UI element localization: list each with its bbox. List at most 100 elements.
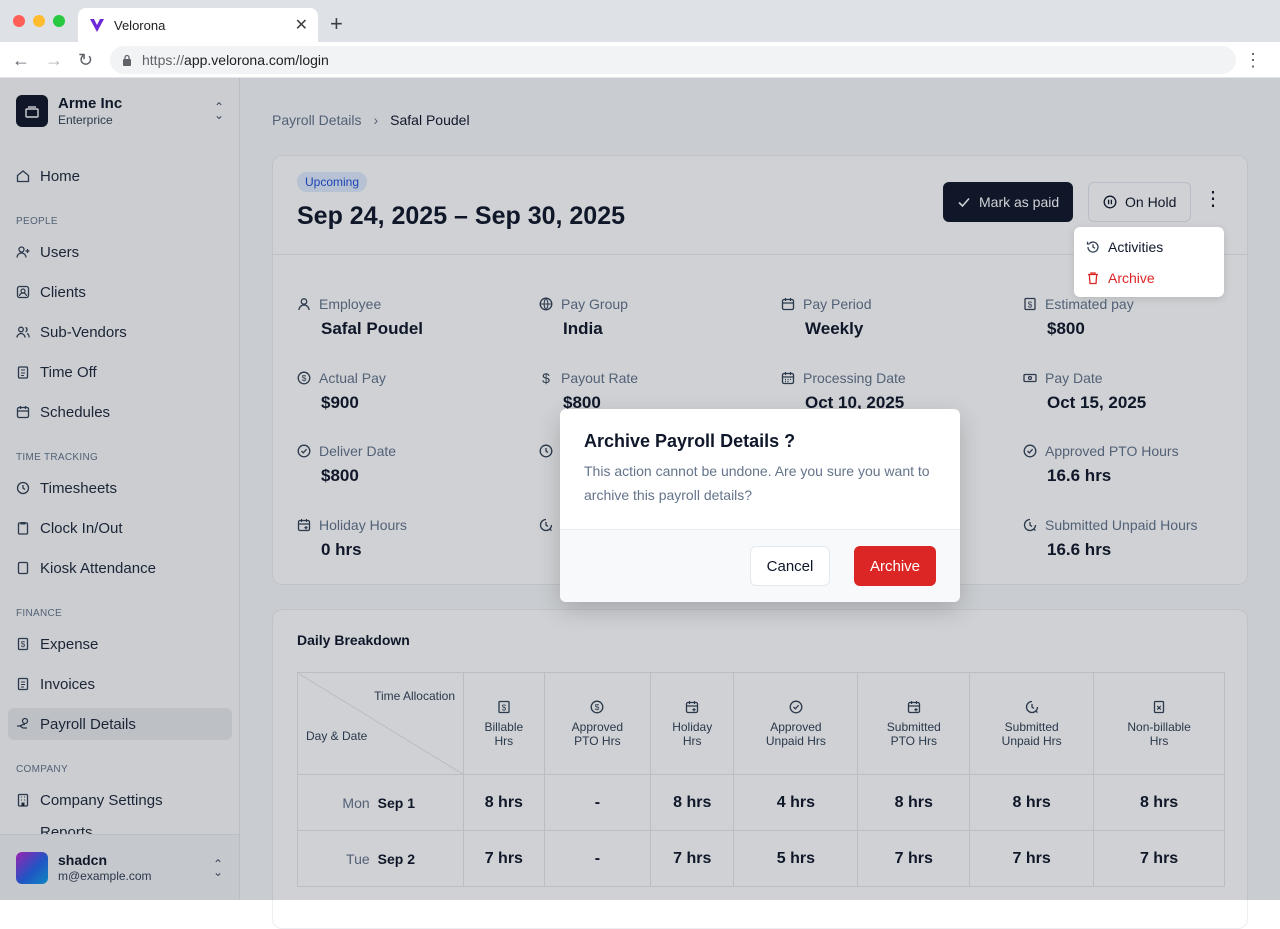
- column-label: Submitted: [886, 719, 941, 734]
- hand-coins-icon: [17, 717, 29, 729]
- velorona-logo-icon: [90, 19, 104, 32]
- lock-icon: [123, 54, 131, 66]
- dollar-circle-icon: $: [590, 700, 604, 713]
- user-plus-icon: [16, 246, 30, 258]
- svg-text:$: $: [502, 703, 507, 712]
- detail-label: Estimated pay: [1045, 296, 1134, 312]
- detail-pay-date: Pay Date Oct 15, 2025: [1023, 369, 1243, 413]
- menu-item-label: Activities: [1108, 238, 1164, 255]
- new-tab-button[interactable]: +: [330, 11, 343, 36]
- day-name: Mon: [342, 794, 370, 811]
- pause-circle-icon: [1103, 195, 1117, 209]
- sidebar-item-label: Schedules: [40, 403, 111, 421]
- user-menu[interactable]: shadcn m@example.com ⌃ ⌄: [0, 834, 239, 900]
- more-actions-menu: Activities Archive: [1074, 227, 1224, 297]
- table-cell: 8 hrs: [650, 774, 735, 831]
- org-logo-icon: [16, 95, 48, 127]
- divider: [273, 254, 1249, 255]
- sidebar-item-time-off[interactable]: Time Off: [8, 356, 232, 388]
- detail-value: Oct 10, 2025: [805, 393, 905, 412]
- sidebar-item-home[interactable]: Home: [8, 160, 232, 192]
- sidebar-item-kiosk-attendance[interactable]: Kiosk Attendance: [8, 552, 232, 584]
- window-maximize-button[interactable]: [53, 15, 65, 27]
- section-company: COMPANY: [16, 764, 68, 775]
- section-time-tracking: TIME TRACKING: [16, 452, 99, 463]
- calendar-icon: [781, 298, 795, 311]
- sidebar-item-invoices[interactable]: Invoices: [8, 668, 232, 700]
- detail-value: $900: [321, 393, 359, 412]
- detail-estimated-pay: $ Estimated pay $800: [1023, 295, 1243, 339]
- table-cell: 7 hrs: [857, 830, 971, 887]
- breadcrumb-parent[interactable]: Payroll Details: [272, 112, 362, 128]
- sidebar-item-label: Payroll Details: [40, 715, 136, 733]
- detail-value: 0 hrs: [321, 540, 362, 559]
- breadcrumb-current: Safal Poudel: [390, 112, 470, 128]
- menu-item-archive[interactable]: Archive: [1074, 262, 1224, 293]
- sidebar-item-expense[interactable]: $ Expense: [8, 628, 232, 660]
- column-header-billable: $ Billable Hrs: [463, 672, 545, 775]
- menu-item-activities[interactable]: Activities: [1074, 231, 1224, 262]
- sidebar-item-label: Company Settings: [40, 791, 163, 809]
- table-cell: 8 hrs: [1093, 774, 1225, 831]
- sidebar-item-payroll-details[interactable]: Payroll Details: [8, 708, 232, 740]
- browser-menu-icon[interactable]: ⋮: [1244, 50, 1262, 70]
- table-cell: -: [543, 830, 652, 887]
- day-date: Sep 2: [377, 850, 415, 867]
- day-name: Tue: [346, 850, 370, 867]
- sidebar-item-label: Clock In/Out: [40, 519, 123, 537]
- table-cell: 8 hrs: [857, 774, 971, 831]
- page-title: Sep 24, 2025 – Sep 30, 2025: [297, 202, 626, 230]
- detail-holiday-hours: Holiday Hours 0 hrs: [297, 516, 517, 560]
- sidebar-item-schedules[interactable]: Schedules: [8, 396, 232, 428]
- dialog-title: Archive Payroll Details ?: [584, 431, 796, 451]
- detail-value: 16.6 hrs: [1047, 466, 1112, 485]
- detail-label: Pay Group: [561, 296, 628, 312]
- sidebar-item-users[interactable]: Users: [8, 236, 232, 268]
- detail-pay-period: Pay Period Weekly: [781, 295, 1001, 339]
- daily-breakdown-table: Time Allocation Day & Date $ Billable Hrs…: [297, 672, 1225, 887]
- reload-icon[interactable]: ↻: [78, 50, 94, 70]
- forward-icon[interactable]: →: [45, 50, 63, 70]
- org-switcher[interactable]: Arme Inc Enterprice ⌃ ⌄: [16, 94, 224, 128]
- detail-label: Deliver Date: [319, 443, 397, 459]
- window-close-button[interactable]: [13, 15, 25, 27]
- sidebar-item-sub-vendors[interactable]: Sub-Vendors: [8, 316, 232, 348]
- sidebar-item-clients[interactable]: Clients: [8, 276, 232, 308]
- browser-tab[interactable]: Velorona ✕: [78, 8, 318, 42]
- clock-arrow-icon: [1025, 700, 1038, 713]
- check-circle-icon: [1023, 444, 1037, 458]
- table-cell: 5 hrs: [733, 830, 859, 887]
- chevrons-up-down-icon: ⌃ ⌄: [212, 856, 223, 879]
- org-plan: Enterprice: [58, 112, 113, 127]
- detail-value: India: [563, 319, 603, 338]
- dialog-footer: Cancel Archive: [560, 529, 960, 602]
- globe-icon: [539, 297, 553, 311]
- clock-icon: [539, 444, 553, 458]
- corner-top-label: Time Allocation: [374, 689, 455, 703]
- svg-text:$: $: [302, 373, 307, 383]
- clipboard-clock-icon: [17, 521, 29, 535]
- avatar: [16, 851, 48, 884]
- back-icon[interactable]: ←: [12, 50, 30, 70]
- column-label: Unpaid Hrs: [765, 733, 826, 748]
- sidebar-item-clock-in-out[interactable]: Clock In/Out: [8, 512, 232, 544]
- sidebar-item-label: Clients: [40, 283, 86, 301]
- sidebar-item-company-settings[interactable]: Company Settings: [8, 784, 232, 816]
- detail-value: $800: [321, 466, 359, 485]
- tab-close-icon[interactable]: ✕: [294, 17, 308, 34]
- column-header-approved-pto: $ Approved PTO Hrs: [543, 672, 652, 775]
- mark-as-paid-label: Mark as paid: [979, 194, 1060, 210]
- cancel-button[interactable]: Cancel: [750, 546, 830, 586]
- on-hold-button[interactable]: On Hold: [1088, 182, 1192, 222]
- sidebar-item-reports[interactable]: Reports: [8, 824, 232, 836]
- mark-as-paid-button[interactable]: Mark as paid: [943, 182, 1074, 222]
- url-host: app.velorona.com/login: [184, 52, 329, 68]
- trash-icon: [1088, 271, 1098, 284]
- window-minimize-button[interactable]: [33, 15, 45, 27]
- tablet-icon: [17, 561, 29, 575]
- more-vertical-icon[interactable]: ⋮: [1203, 188, 1223, 210]
- sidebar: Arme Inc Enterprice ⌃ ⌄ Home PEOPLE Users…: [0, 78, 240, 900]
- sidebar-item-timesheets[interactable]: Timesheets: [8, 472, 232, 504]
- address-bar[interactable]: https://app.velorona.com/login: [110, 46, 1236, 74]
- confirm-archive-button[interactable]: Archive: [854, 546, 936, 586]
